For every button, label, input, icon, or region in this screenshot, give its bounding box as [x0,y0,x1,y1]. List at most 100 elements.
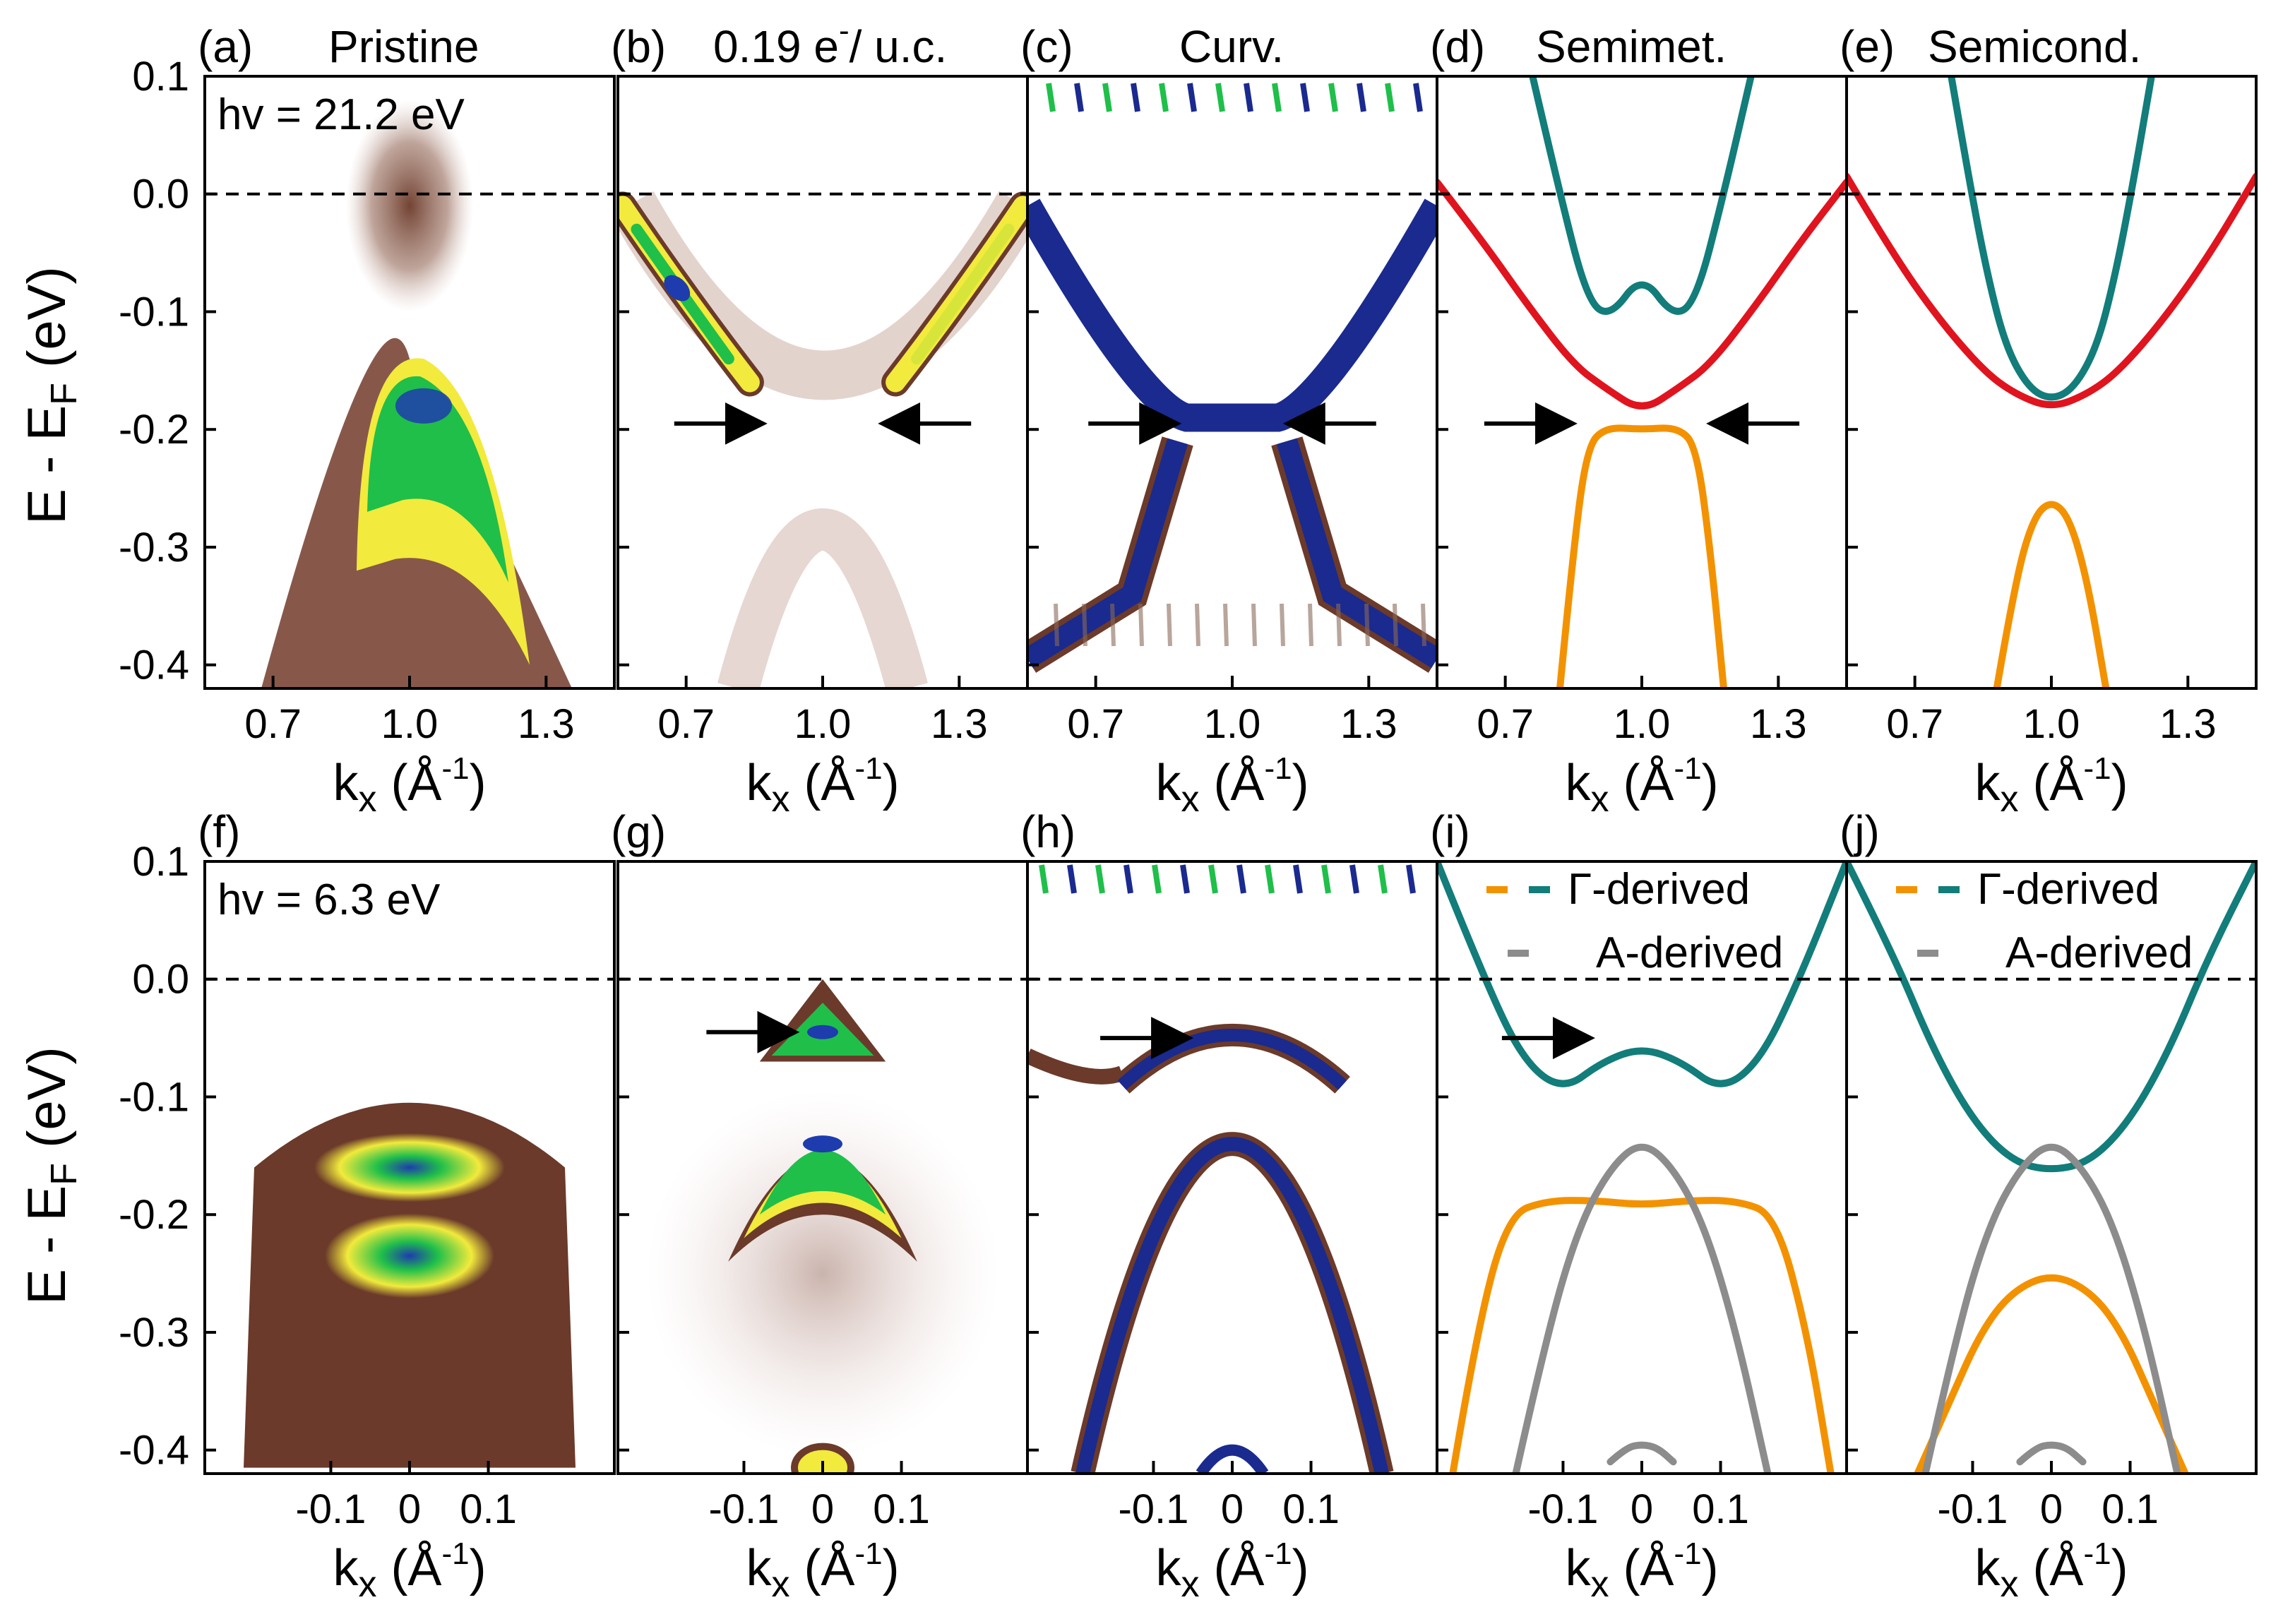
x-axis-title-f: kx (Å-1) [333,1536,486,1605]
curvature-band-top [1117,1028,1347,1090]
panel-e: 0.7 1.0 1.3 kx (Å-1) (e) Semicond. [1840,21,2258,820]
spectral-arrow-edge [728,1155,917,1262]
panel-label-d: (d) [1430,21,1485,72]
y-axis-title-top: E - EF (eV) [17,266,85,524]
x-tick-label-f-1: 0 [398,1486,421,1532]
curvature-band-upper [1027,198,1437,432]
y-axis-title-bottom: E - EF (eV) [17,1046,85,1304]
x-tick-label-g-0: -0.1 [708,1486,779,1532]
curvature-noise-bottom [1280,603,1285,647]
curvature-noise-top [1406,864,1416,894]
y-tick-label-a-5: -0.4 [119,643,189,688]
x-tick-label-c-0: 0.7 [1067,701,1124,747]
plot-content-e [1847,76,2256,688]
plot-content-g [646,979,999,1474]
plot-content-h [1027,864,1416,1474]
x-axis-title-a: kx (Å-1) [333,751,486,820]
curvature-noise-bottom [1251,603,1257,647]
x-tick-label-g-1: 0 [811,1486,834,1532]
series-red-e-0 [1847,172,2256,409]
x-axis-title-e: kx (Å-1) [1974,751,2128,820]
x-tick-label-i-1: 0 [1631,1486,1653,1532]
panel-label-e: (e) [1840,21,1895,72]
panel-g: -0.1 0 0.1kx (Å-1) (g) [611,806,1029,1605]
curvature-noise-bottom [1054,603,1059,647]
x-tick-label-h-2: 0.1 [1282,1486,1340,1532]
x-tick-label-b-0: 0.7 [657,701,715,747]
x-tick-label-b-1: 1.0 [794,701,852,747]
panel-i: -0.1 0 0.1kx (Å-1) (i) Γ-derived A-derived [1430,806,1848,1605]
curvature-noise-bottom [1364,603,1370,647]
curvature-noise-top [1300,83,1310,112]
panel-title-c: Curv. [1179,21,1284,72]
curvature-noise-top [1180,864,1190,894]
plot-area-i [1437,861,1847,1474]
curvature-band-mid [1075,1137,1389,1474]
plot-area-h [1027,861,1437,1474]
plot-area-e [1847,76,2256,688]
x-axis-title-h: kx (Å-1) [1155,1536,1309,1605]
y-tick-label-a-4: -0.3 [119,525,189,571]
series-orange-i-1 [1449,1197,1835,1474]
spectral-haze [346,100,473,312]
curvature-noise-top [1357,83,1366,112]
curvature-noise-top [1187,83,1197,112]
curvature-noise-top [1123,864,1133,894]
x-axis-title-g: kx (Å-1) [746,1536,899,1605]
plot-content-d [1437,76,1847,688]
spectral-band-green [911,223,1015,365]
curvature-noise-top [1272,83,1282,112]
x-axis-title-c: kx (Å-1) [1155,751,1309,820]
curvature-noise-top [1159,83,1169,112]
curvature-noise-bottom [1308,603,1313,647]
x-axis-title-j: kx (Å-1) [1974,1536,2128,1605]
photon-energy-annotation-a: hv = 21.2 eV [217,90,465,139]
y-tick-label-a-0: 0.1 [132,54,189,100]
panel-label-b: (b) [611,21,666,72]
panel-c: 0.7 1.0 1.3 kx (Å-1) (c) Curv. [1020,21,1438,820]
x-tick-label-h-0: -0.1 [1118,1486,1188,1532]
curvature-noise-top [1321,864,1331,894]
series-teal-e-1 [1948,76,2155,401]
series-orange-e-2 [1993,501,2110,688]
curvature-noise-bottom [1195,603,1200,647]
y-tick-label-f-3: -0.2 [119,1192,189,1238]
curvature-band-lower-left [1027,438,1188,669]
x-tick-label-j-2: 0.1 [2102,1486,2159,1532]
x-tick-label-j-1: 0 [2040,1486,2063,1532]
spectral-peak [395,388,452,424]
series-teal-j-0 [1847,861,2256,1173]
x-tick-label-f-2: 0.1 [460,1486,517,1532]
spectral-band-upper [282,1121,537,1214]
curvature-noise-top [1095,864,1105,894]
x-tick-label-d-0: 0.7 [1477,701,1534,747]
panel-a: 0.7 1.0 1.3 0.1 0.0 -0.1 -0.2 -0.3 -0.4 kx (Å-1) (… [119,21,616,820]
curvature-noise-top [1328,83,1338,112]
curvature-band-bottom [1196,1444,1269,1474]
x-tick-label-c-2: 1.3 [1340,701,1397,747]
legend-label-i-0: Γ-derived [1568,865,1750,914]
y-tick-label-f-0: 0.1 [132,839,189,885]
curvature-noise-top [1039,864,1049,894]
panel-label-h: (h) [1020,806,1075,857]
plot-content-f [244,1102,576,1468]
curvature-noise-top [1265,864,1275,894]
y-tick-label-a-2: -0.1 [119,289,189,335]
plot-area-c [1027,76,1437,688]
y-tick-label-f-4: -0.3 [119,1310,189,1356]
curvature-noise-top [1152,864,1162,894]
curvature-noise-bottom [1336,603,1342,647]
curvature-noise-top [1413,83,1423,112]
panel-j: -0.1 0 0.1kx (Å-1) (j) Γ-derived A-derived [1840,806,2258,1605]
curvature-noise-top [1102,83,1112,112]
plot-content-b [618,191,1027,688]
curvature-noise-bottom [1421,603,1426,647]
panel-label-i: (i) [1430,806,1470,857]
x-tick-label-a-2: 1.3 [518,701,575,747]
x-axis-title-i: kx (Å-1) [1565,1536,1718,1605]
spectral-haze [646,1089,999,1457]
y-tick-label-f-1: 0.0 [132,957,189,1003]
curvature-noise-top [1293,864,1303,894]
curvature-noise-top [1378,864,1388,894]
